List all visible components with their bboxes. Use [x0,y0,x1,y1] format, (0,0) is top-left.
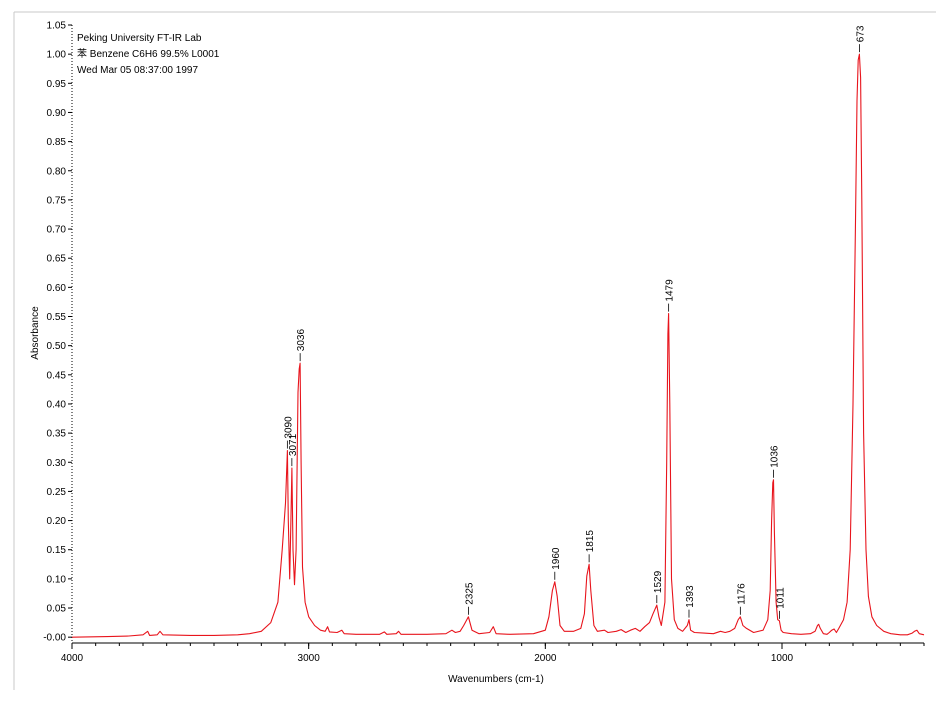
y-tick-label-2: 0.95 [47,79,67,90]
peak-label-1960: 1960 [551,547,562,570]
y-axis-title: Absorbance [30,306,41,360]
y-tick-label-20: 0.05 [47,604,67,615]
y-tick-label-7: 0.70 [47,225,67,236]
y-tick-label-9: 0.60 [47,283,67,294]
peak-label-3071: 3071 [288,433,299,456]
y-tick-label-13: 0.40 [47,399,67,410]
peak-label-1036: 1036 [770,445,781,468]
peak-label-2325: 2325 [464,582,475,605]
y-tick-label-14: 0.35 [47,429,67,440]
header-sample: 苯 Benzene C6H6 99.5% L0001 [77,47,220,60]
y-tick-label-0: 1.05 [47,21,67,32]
y-tick-label-1: 1.00 [47,50,67,61]
y-tick-label-4: 0.85 [47,137,67,148]
peak-label-673: 673 [855,25,866,42]
x-tick-label-3: 1000 [771,653,794,664]
peak-label-1011: 1011 [775,587,786,609]
peak-label-3090: 3090 [283,416,294,439]
y-tick-label-18: 0.15 [47,545,67,556]
peak-label-1176: 1176 [736,583,747,605]
y-tick-label-17: 0.20 [47,516,67,527]
x-tick-label-0: 4000 [61,653,84,664]
peak-label-1815: 1815 [585,530,596,553]
y-tick-label-15: 0.30 [47,458,67,469]
y-tick-label-11: 0.50 [47,341,67,352]
y-tick-label-8: 0.65 [47,254,67,265]
peak-label-1529: 1529 [653,570,664,593]
header-lab: Peking University FT-IR Lab [77,33,202,44]
peak-label-3036: 3036 [296,329,307,352]
y-tick-label-10: 0.55 [47,312,67,323]
y-tick-label-19: 0.10 [47,574,67,585]
x-axis-title: Wavenumbers (cm-1) [448,674,544,685]
axes: 1.05 1.00 0.95 0.90 0.85 0.80 0.75 0.70 0.65 0.60… [43,21,925,664]
spectrum-line-0 [71,53,925,638]
x-tick-label-1: 3000 [298,653,321,664]
y-tick-label-3: 0.90 [47,108,67,119]
y-tick-label-12: 0.45 [47,370,67,381]
y-tick-label-6: 0.75 [47,195,67,206]
y-tick-label-5: 0.80 [47,166,67,177]
y-tick-label-21: -0.00 [43,633,66,644]
x-tick-label-2: 2000 [534,653,557,664]
peak-label-1393: 1393 [685,585,696,608]
y-tick-label-16: 0.25 [47,487,67,498]
series-layer [71,53,925,638]
peak-label-1479: 1479 [665,279,676,302]
header-date: Wed Mar 05 08:37:00 1997 [77,65,198,76]
